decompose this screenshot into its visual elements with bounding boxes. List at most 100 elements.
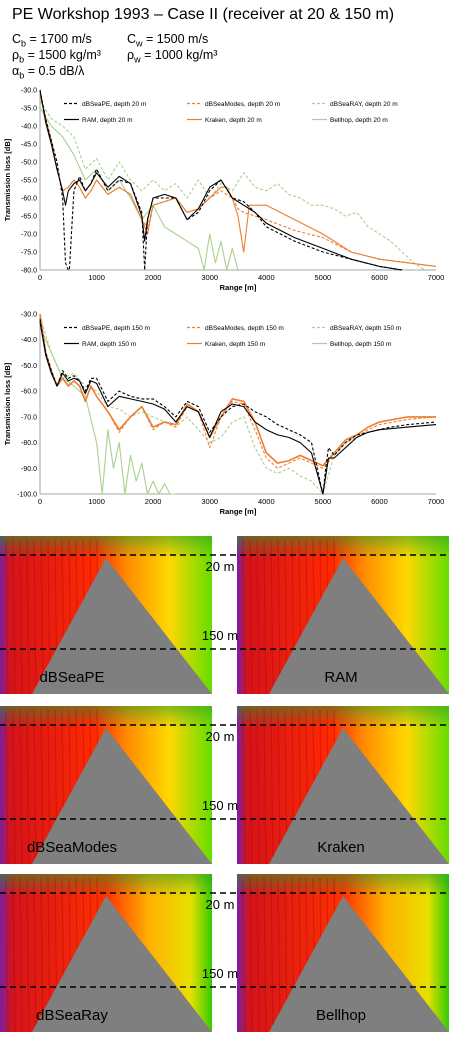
panel-label: RAM	[324, 669, 357, 686]
field-striation	[249, 877, 253, 1033]
panel-label: dBSeaModes	[27, 839, 117, 856]
series-line-ram	[39, 89, 403, 271]
series-line-dbseamodes	[39, 93, 437, 267]
surface-band	[0, 874, 212, 896]
param-rhow: ρw = 1000 kg/m³	[127, 48, 218, 65]
x-tick-label: 6000	[371, 497, 388, 506]
field-striation	[249, 539, 253, 695]
field-striation	[5, 709, 9, 865]
y-tick-label: -60.0	[21, 196, 37, 203]
surface-band	[0, 536, 212, 558]
field-striation	[40, 539, 44, 695]
series-line-dbsearay	[39, 100, 425, 271]
x-tick-label: 0	[38, 273, 42, 282]
field-striation	[19, 877, 23, 1033]
field-striation	[277, 877, 281, 1033]
y-tick-label: -70.0	[21, 414, 37, 421]
field-striation	[249, 709, 253, 865]
y-tick-label: -50.0	[21, 363, 37, 370]
field-striation	[277, 709, 281, 865]
parameter-row: αb = 0.5 dB/λ	[12, 64, 84, 81]
surface-band	[237, 706, 449, 728]
series-line-bellhop	[39, 326, 176, 495]
y-tick-label: -80.0	[21, 268, 37, 275]
field-striation	[242, 877, 246, 1033]
field-striation	[33, 877, 37, 1033]
y-tick-label: -80.0	[21, 440, 37, 447]
field-striation	[5, 539, 9, 695]
tl-chart-150m: -30.0 -40.0 -50.0 -60.0 -70.0 -80.0 -90.0 -100.…	[3, 312, 445, 517]
panel-label: Bellhop	[316, 1007, 366, 1024]
param-alphab: αb = 0.5 dB/λ	[12, 64, 85, 81]
panel-label: Kraken	[317, 839, 365, 856]
x-tick-label: 4000	[258, 273, 275, 282]
y-tick-label: -70.0	[21, 232, 37, 239]
field-panel-dbseamodes: dBSeaModes	[0, 706, 212, 865]
param-rhob: ρb = 1500 kg/m³	[12, 48, 101, 65]
field-striation	[270, 709, 274, 865]
seamount-shape	[269, 896, 449, 1032]
x-tick-label: 5000	[315, 273, 332, 282]
field-striation	[256, 539, 260, 695]
x-tick-label: 2000	[145, 273, 162, 282]
seamount-shape	[32, 896, 212, 1032]
seamount-shape	[269, 558, 449, 694]
field-striation	[40, 877, 44, 1033]
x-tick-label: 3000	[201, 273, 218, 282]
field-striation	[19, 539, 23, 695]
series-line-dbseape	[39, 89, 403, 271]
legend-label: Bellhop, depth 150 m	[330, 341, 391, 348]
legend-label: dBSeaPE, depth 20 m	[82, 101, 146, 108]
depth-label-20m: 20 m	[206, 729, 235, 744]
depth-label-150m: 150 m	[202, 798, 238, 813]
depth-label-20m: 20 m	[206, 897, 235, 912]
y-tick-label: -100.0	[17, 492, 37, 499]
surface-band	[237, 536, 449, 558]
y-tick-label: -60.0	[21, 389, 37, 396]
field-striation	[256, 709, 260, 865]
page-title: PE Workshop 1993 – Case II (receiver at …	[12, 6, 395, 23]
y-tick-label: -55.0	[21, 178, 37, 185]
x-tick-label: 1000	[88, 273, 105, 282]
field-panel-dbsearay: dBSeaRay	[0, 874, 212, 1033]
series-line-dbseamodes	[39, 313, 437, 469]
legend-label: RAM, depth 20 m	[82, 117, 133, 124]
panel-label: dBSeaRay	[36, 1007, 108, 1024]
field-striation	[12, 877, 16, 1033]
y-axis-label: Transmission loss [dB]	[3, 362, 12, 445]
surface-band	[0, 706, 212, 728]
seamount-shape	[32, 728, 212, 864]
field-striation	[242, 709, 246, 865]
x-tick-label: 4000	[258, 497, 275, 506]
x-tick-label: 7000	[428, 273, 445, 282]
series-line-dbsearay	[39, 316, 380, 495]
y-tick-label: -75.0	[21, 250, 37, 257]
field-striation	[5, 877, 9, 1033]
y-tick-label: -30.0	[21, 88, 37, 95]
x-tick-label: 2000	[145, 497, 162, 506]
x-tick-label: 1000	[88, 497, 105, 506]
series-line-ram	[39, 321, 437, 495]
depth-label-150m: 150 m	[202, 966, 238, 981]
y-tick-label: -40.0	[21, 337, 37, 344]
surface-band	[237, 874, 449, 896]
tl-chart-20m: -30.0 -35.0 -40.0 -45.0 -50.0 -55.0 -60.0 -65.0…	[3, 88, 445, 293]
y-tick-label: -65.0	[21, 214, 37, 221]
field-striation	[242, 539, 246, 695]
seamount-shape	[32, 558, 212, 694]
param-cb: Cb = 1700 m/s	[12, 32, 92, 49]
legend-label: dBSeaModes, depth 20 m	[205, 101, 280, 108]
field-panel-ram: RAM	[237, 536, 449, 695]
x-axis-label: Range [m]	[220, 507, 257, 516]
panel-label: dBSeaPE	[39, 669, 104, 686]
legend-label: dBSeaModes, depth 150 m	[205, 325, 284, 332]
y-tick-label: -45.0	[21, 142, 37, 149]
field-striation	[263, 709, 267, 865]
field-striation	[270, 877, 274, 1033]
series-line-dbseape	[39, 319, 437, 495]
field-striation	[33, 539, 37, 695]
field-panel-bellhop: Bellhop	[237, 874, 449, 1033]
depth-label-20m: 20 m	[206, 559, 235, 574]
x-tick-label: 7000	[428, 497, 445, 506]
field-striation	[263, 539, 267, 695]
